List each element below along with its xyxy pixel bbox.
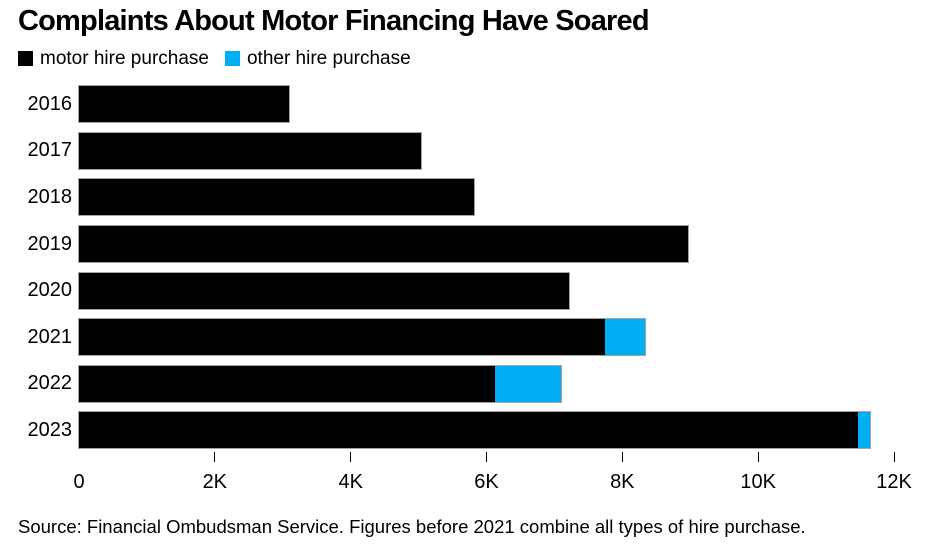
axis-tick-label-4K: 4K [338, 471, 363, 493]
year-label: 2022 [27, 372, 73, 395]
axis-tick-6K [486, 452, 487, 462]
chart-row-2017: 2017 [0, 128, 934, 175]
bar-segment-other [494, 365, 562, 402]
chart-row-2022: 2022 [0, 361, 934, 408]
axis-tick-label-6K: 6K [474, 471, 499, 493]
bar-segment-other [858, 412, 870, 449]
legend-swatch-other-icon [224, 51, 240, 66]
bar-segment-motor [79, 319, 605, 356]
axis-tick-label-12K: 12K [876, 471, 912, 493]
chart-row-2016: 2016 [0, 81, 934, 128]
bar-stack-2020 [79, 272, 569, 309]
year-label: 2017 [27, 139, 73, 162]
chart-row-2019: 2019 [0, 221, 934, 268]
bar-stack-2023 [79, 412, 870, 449]
legend-item-motor: motor hire purchase [18, 49, 209, 68]
legend: motor hire purchase other hire purchase [18, 49, 411, 68]
bar-segment-motor [79, 272, 569, 309]
year-label: 2016 [27, 92, 73, 115]
axis-tick-label-8K: 8K [610, 471, 635, 493]
chart-row-2023: 2023 [0, 407, 934, 454]
bar-chart-plot-area: 2016 2017 2018 2019 2020 2021 2022 2023 [0, 81, 934, 454]
bar-segment-motor [79, 86, 289, 123]
axis-tick-label-0: 0 [73, 471, 85, 493]
axis-tick-label-2K: 2K [202, 471, 228, 493]
legend-item-other: other hire purchase [224, 48, 411, 69]
bar-segment-other [604, 319, 646, 356]
year-label: 2021 [27, 325, 73, 348]
chart-title: Complaints About Motor Financing Have So… [18, 5, 650, 37]
chart-row-2020: 2020 [0, 267, 934, 314]
year-label: 2019 [27, 232, 73, 255]
x-axis-labels: 0 2K 4K 6K 8K 10K 12K [73, 471, 911, 495]
bar-stack-2021 [79, 319, 646, 356]
axis-tick-2K [214, 452, 216, 462]
bar-stack-2019 [79, 226, 689, 263]
axis-tick-10K [757, 452, 759, 462]
year-label: 2023 [27, 418, 73, 441]
legend-swatch-motor-icon [18, 51, 33, 66]
axis-tick-label-10K: 10K [740, 471, 776, 493]
bar-segment-motor [79, 179, 474, 216]
bar-segment-motor [79, 365, 495, 402]
legend-label-motor: motor hire purchase [40, 48, 209, 69]
bar-stack-2017 [79, 132, 421, 169]
bar-segment-motor [79, 412, 858, 449]
year-label: 2018 [27, 185, 73, 208]
axis-tick-4K [350, 452, 352, 462]
axis-tick-8K [621, 452, 623, 462]
legend-label-other: other hire purchase [246, 48, 411, 69]
bar-segment-motor [79, 132, 421, 169]
chart-row-2018: 2018 [0, 174, 934, 221]
bar-stack-2018 [79, 179, 474, 216]
bar-stack-2016 [79, 86, 289, 123]
axis-tick-12K [893, 452, 895, 462]
bar-stack-2022 [79, 365, 562, 402]
source-note: Source: Financial Ombudsman Service. Fig… [18, 516, 806, 537]
x-axis-ticks [79, 452, 895, 462]
bar-segment-motor [79, 226, 689, 263]
year-label: 2020 [27, 279, 73, 302]
chart-row-2021: 2021 [0, 314, 934, 361]
